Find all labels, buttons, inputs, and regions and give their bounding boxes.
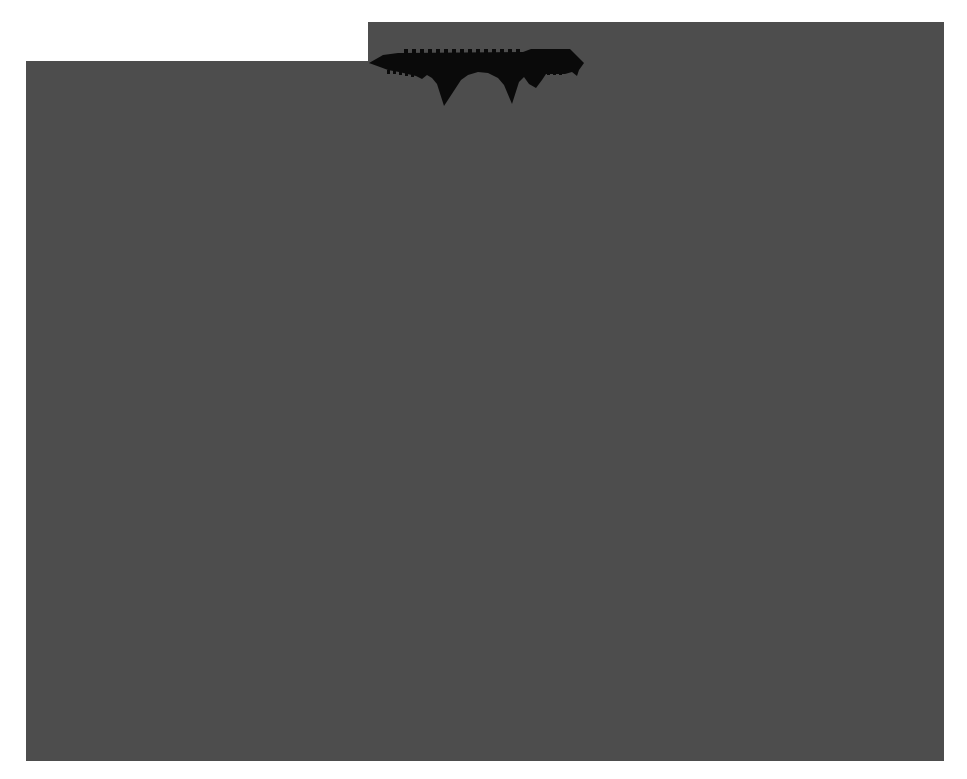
panel-body (26, 61, 944, 761)
panel-tab (368, 22, 944, 62)
